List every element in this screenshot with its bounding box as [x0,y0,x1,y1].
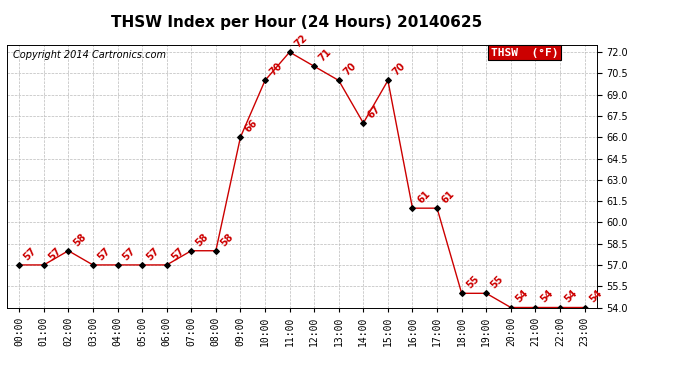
Point [333,78,344,84]
Text: 57: 57 [46,246,63,262]
Text: 67: 67 [366,104,383,120]
Text: Copyright 2014 Cartronics.com: Copyright 2014 Cartronics.com [13,50,166,60]
Text: 57: 57 [22,246,39,262]
Point [555,304,566,310]
Text: 66: 66 [243,118,260,135]
Text: 72: 72 [293,33,309,50]
Point [38,262,49,268]
Text: 54: 54 [563,288,580,305]
Text: 71: 71 [317,47,333,63]
Text: 57: 57 [96,246,112,262]
Point [112,262,123,268]
Point [284,49,295,55]
Text: 70: 70 [342,61,358,78]
Point [63,248,74,254]
Text: 54: 54 [587,288,604,305]
Point [186,248,197,254]
Text: 61: 61 [440,189,457,206]
Point [358,120,369,126]
Point [137,262,148,268]
Text: 55: 55 [464,274,481,291]
Text: THSW Index per Hour (24 Hours) 20140625: THSW Index per Hour (24 Hours) 20140625 [111,15,482,30]
Text: 55: 55 [489,274,506,291]
Text: 54: 54 [513,288,530,305]
Text: 57: 57 [170,246,186,262]
Text: 58: 58 [219,231,235,248]
Point [431,205,442,211]
Text: 58: 58 [71,231,88,248]
Point [308,63,319,69]
Point [161,262,172,268]
Point [505,304,516,310]
Point [530,304,541,310]
Point [88,262,99,268]
Point [210,248,221,254]
Point [481,290,492,296]
Text: 54: 54 [538,288,555,305]
Point [235,134,246,140]
Point [14,262,25,268]
Point [579,304,590,310]
Text: 70: 70 [268,61,284,78]
Point [407,205,418,211]
Point [259,78,270,84]
Text: 70: 70 [391,61,407,78]
Text: 57: 57 [120,246,137,262]
Text: 58: 58 [194,231,210,248]
Text: THSW  (°F): THSW (°F) [491,48,558,58]
Text: 57: 57 [145,246,161,262]
Point [456,290,467,296]
Point [382,78,393,84]
Text: 61: 61 [415,189,432,206]
